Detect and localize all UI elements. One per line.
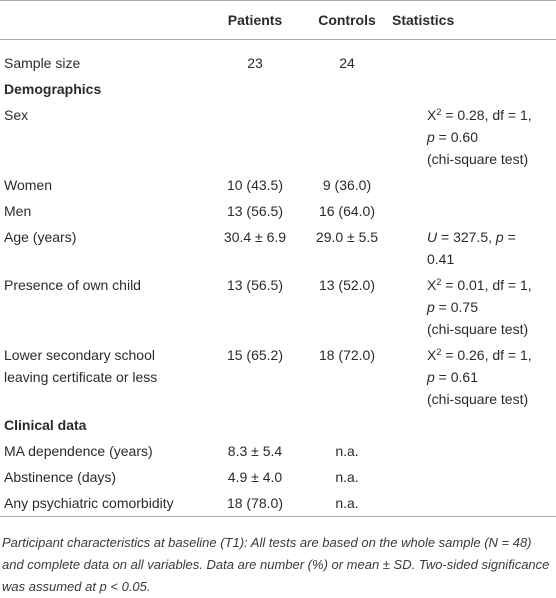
statistics-text: p [495,229,504,245]
statistics-cell [388,198,556,224]
header-cell: Controls [306,0,388,40]
statistics-cell: U = 327.5, p = 0.41 [388,224,556,272]
statistics-text: (chi-square test) [427,321,529,337]
header-cell [0,0,204,40]
patients-cell: 8.3 ± 5.4 [227,443,283,459]
statistics-text: X [427,347,437,363]
table-row: Abstinence (days) 4.9 ± 4.0 n.a. [0,464,556,490]
statistics-line: p = 0.75 [427,296,552,318]
statistics-text: p [427,369,435,385]
section-label: Clinical data [4,417,87,433]
table-row: Age (years) 30.4 ± 6.9 29.0 ± 5.5 U = 327.5… [0,224,556,272]
table-row: Sex X2 = 0.28, df = 1, p = 0.60 (chi-square… [0,102,556,172]
statistics-text: X [427,107,437,123]
patients-cell [204,102,306,172]
statistics-text: 2 [436,277,442,287]
statistics-text: = 0.61 [434,369,478,385]
statistics-text: (chi-square test) [427,391,529,407]
table-body: Sample size 23 24 Demographics Sex X2 = 0.28,… [0,40,556,517]
header-cell: Patients [204,0,306,40]
statistics-line: 0.41 [427,248,552,270]
statistics-line: p = 0.60 [427,126,552,148]
statistics-text: p [427,129,435,145]
header-cell: Statistics [388,0,556,40]
statistics-cell [388,40,556,77]
statistics-text: 0.41 [427,251,455,267]
statistics-line: X2 = 0.28, df = 1, [427,104,552,126]
row-label: MA dependence (years) [4,443,153,459]
statistics-text: (chi-square test) [427,151,529,167]
statistics-cell [388,490,556,517]
statistics-text: = 0.60 [434,129,478,145]
statistics-cell [388,172,556,198]
statistics-text: 2 [436,347,442,357]
controls-cell [306,102,388,172]
controls-cell: 24 [339,55,355,71]
statistics-line: X2 = 0.26, df = 1, [427,344,552,366]
row-label: Men [4,203,32,219]
table-row: Men 13 (56.5) 16 (64.0) [0,198,556,224]
table-row: Demographics [0,76,556,102]
patients-cell: 10 (43.5) [226,177,284,193]
table-row: Lower secondary school leaving certifica… [0,342,556,412]
statistics-text: = [503,229,516,245]
row-label: Abstinence (days) [4,469,117,485]
caption: Participant characteristics at baseline … [2,535,550,594]
controls-cell: n.a. [335,443,359,459]
statistics-line: (chi-square test) [427,148,552,170]
row-label: Any psychiatric comorbidity [4,495,174,511]
statistics-cell: X2 = 0.26, df = 1, p = 0.61 (chi-square te… [388,342,556,412]
controls-cell: n.a. [335,469,359,485]
table-row: Clinical data [0,412,556,438]
controls-cell: 29.0 ± 5.5 [315,229,379,245]
table-row: MA dependence (years) 8.3 ± 5.4 n.a. [0,438,556,464]
row-label: Presence of own child [4,277,141,293]
controls-cell: 18 (72.0) [318,347,376,363]
table-row: Women 10 (43.5) 9 (36.0) [0,172,556,198]
patients-cell: 4.9 ± 4.0 [227,469,283,485]
controls-cell: n.a. [335,495,359,511]
statistics-text: 2 [436,107,442,117]
statistics-line: X2 = 0.01, df = 1, [427,274,552,296]
row-label: Lower secondary school leaving certifica… [4,347,158,385]
row-label: Age (years) [4,229,77,245]
patients-cell: 13 (56.5) [226,277,284,293]
data-table: Patients Controls Statistics Sample size… [0,0,556,517]
patients-cell: 13 (56.5) [226,203,284,219]
statistics-cell: X2 = 0.01, df = 1, p = 0.75 (chi-square te… [388,272,556,342]
controls-cell: 13 (52.0) [318,277,376,293]
patients-cell: 15 (65.2) [226,347,284,363]
statistics-text: X [427,277,437,293]
statistics-text: = 0.26, df = 1, [441,347,532,363]
statistics-line: U = 327.5, p = [427,226,552,248]
statistics-cell: X2 = 0.28, df = 1, p = 0.60 (chi-square te… [388,102,556,172]
row-label: Sex [4,107,29,123]
statistics-text: = 0.75 [434,299,478,315]
table-row: Sample size 23 24 [0,40,556,77]
header-row: Patients Controls Statistics [0,0,556,40]
statistics-cell [388,464,556,490]
patients-cell: 30.4 ± 6.9 [223,229,287,245]
statistics-text: = 0.01, df = 1, [441,277,532,293]
row-label: Women [4,177,52,193]
section-label: Demographics [4,81,102,97]
table-row: Any psychiatric comorbidity 18 (78.0) n.a. [0,490,556,517]
statistics-line: (chi-square test) [427,388,552,410]
statistics-line: (chi-square test) [427,318,552,340]
statistics-text: p [427,299,435,315]
statistics-text: = 0.28, df = 1, [441,107,532,123]
statistics-line: p = 0.61 [427,366,552,388]
row-label: Sample size [4,55,81,71]
statistics-text: = 327.5, [437,229,496,245]
statistics-text: U [427,229,438,245]
statistics-cell [388,438,556,464]
table-row: Presence of own child 13 (56.5) 13 (52.0) X… [0,272,556,342]
patients-cell: 23 [247,55,263,71]
patients-cell: 18 (78.0) [226,495,284,511]
controls-cell: 16 (64.0) [318,203,376,219]
controls-cell: 9 (36.0) [322,177,372,193]
